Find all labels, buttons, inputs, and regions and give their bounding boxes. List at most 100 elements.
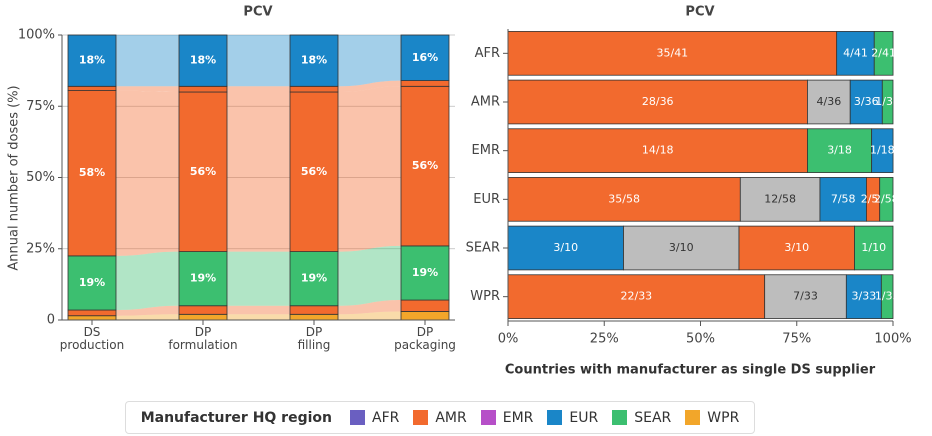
legend-label: AMR <box>435 409 467 426</box>
legend-label: SEAR <box>634 409 672 426</box>
flow <box>227 305 290 315</box>
y-tick-label: EUR <box>473 192 500 207</box>
value-label: 7/58 <box>831 192 856 205</box>
legend-label: EMR <box>502 409 534 426</box>
bar-segment <box>67 309 117 317</box>
flow <box>227 251 290 306</box>
bar-segment <box>764 274 847 319</box>
y-tick-label: AFR <box>475 46 500 61</box>
bar-segment <box>507 128 808 173</box>
bar-segment <box>836 31 875 76</box>
bar-segment <box>507 79 808 125</box>
bar-segment <box>845 274 882 319</box>
x-tick-label: 100% <box>874 332 911 347</box>
bar-segment <box>400 85 450 247</box>
x-tick-label: 75% <box>782 332 811 347</box>
bar-segment <box>507 225 624 271</box>
value-label: 18% <box>190 54 216 67</box>
flow <box>116 251 179 311</box>
value-label: 58% <box>79 166 105 179</box>
flow <box>116 314 179 320</box>
y-axis-label: Annual number of doses (%) <box>7 85 22 270</box>
bar-segment <box>178 313 228 321</box>
bar-segment <box>178 85 228 93</box>
y-tick-label: 0 <box>47 313 55 328</box>
bar-segment <box>739 177 821 222</box>
legend-swatch <box>350 410 365 425</box>
value-label: 2/41 <box>871 46 896 59</box>
y-tick-label: 50% <box>26 170 55 185</box>
bar-segment <box>879 177 894 222</box>
value-label: 28/36 <box>642 95 674 108</box>
bar-segment <box>289 34 339 87</box>
bar-segment <box>289 251 339 307</box>
legend-swatch <box>413 410 429 425</box>
bar-segment <box>67 34 117 87</box>
x-tick-label: 50% <box>686 332 715 347</box>
legend-swatch <box>547 410 563 425</box>
legend-swatch <box>685 410 701 425</box>
flow <box>227 86 290 92</box>
bar-segment <box>289 85 339 93</box>
value-label: 16% <box>412 51 438 64</box>
legend-item: WPR <box>685 410 739 426</box>
y-tick-label: SEAR <box>466 241 500 256</box>
value-label: 12/58 <box>764 192 796 205</box>
value-label: 18% <box>301 54 327 67</box>
flow <box>338 35 401 87</box>
value-label: 4/36 <box>816 95 841 108</box>
flow <box>338 311 401 320</box>
bar-segment <box>507 31 838 76</box>
bar-segment <box>67 90 117 257</box>
bar-segment <box>849 79 883 125</box>
legend-swatch <box>480 410 496 425</box>
bar-segment <box>289 91 339 253</box>
bar-segment <box>67 85 117 91</box>
bar-segment <box>400 299 450 312</box>
bar-segment <box>400 34 450 81</box>
flow <box>116 305 179 316</box>
flow <box>227 92 290 252</box>
value-label: 19% <box>301 272 327 285</box>
legend: Manufacturer HQ region AFR AMR EMR EUR SEAR W… <box>125 401 755 434</box>
legend-label: AFR <box>372 409 400 426</box>
value-label: 56% <box>190 165 216 178</box>
legend-item: AMR <box>413 409 467 426</box>
flow <box>338 300 401 315</box>
value-label: 3/10 <box>669 241 694 254</box>
x-tick-label: 0% <box>498 332 519 347</box>
bar-segment <box>178 251 228 307</box>
bar-segment <box>178 34 228 87</box>
bar-segment <box>819 177 867 222</box>
value-label: 14/18 <box>642 144 674 157</box>
bar-segment <box>289 313 339 321</box>
value-label: 56% <box>301 165 327 178</box>
bar-segment <box>880 274 894 319</box>
y-tick-label: 25% <box>26 241 55 256</box>
bar-segment <box>623 225 740 271</box>
value-label: 35/58 <box>608 192 640 205</box>
bar-segment <box>854 225 894 271</box>
value-label: 3/36 <box>854 95 879 108</box>
x-tick-label: DP filling <box>297 325 331 352</box>
value-label: 3/10 <box>553 241 578 254</box>
value-label: 1/10 <box>861 241 886 254</box>
bar-segment <box>873 31 894 76</box>
chart-title: PCV <box>243 5 272 20</box>
flow <box>227 35 290 87</box>
legend-item: EUR <box>547 410 598 426</box>
value-label: 19% <box>412 266 438 279</box>
charts: PCV PCV Annual number of doses (%) Count… <box>7 5 912 378</box>
bar-segment <box>400 311 450 321</box>
value-label: 2/58 <box>861 192 886 205</box>
bar-segment <box>738 225 855 271</box>
flow <box>338 86 401 252</box>
legend-item: SEAR <box>612 410 671 426</box>
flow <box>116 35 179 87</box>
bar-segment <box>881 79 894 125</box>
value-label: 1/33 <box>875 290 900 303</box>
bar-segment <box>507 177 741 222</box>
bar-segment <box>178 305 228 315</box>
value-label: 56% <box>412 159 438 172</box>
